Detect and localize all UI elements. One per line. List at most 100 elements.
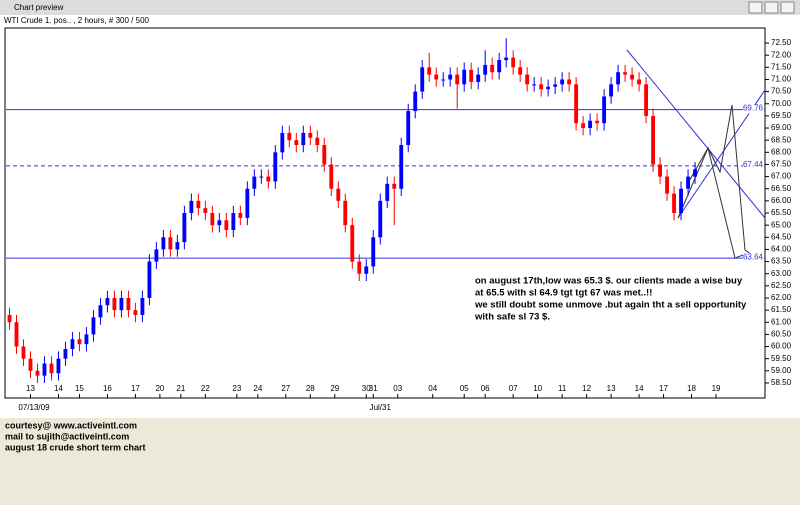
candle-body [210,213,215,226]
x-tick-label: 18 [687,384,696,393]
close-button[interactable] [780,1,795,14]
candle-body [315,137,320,146]
y-tick-label: 72.00 [771,50,792,59]
candle-body [287,132,292,141]
candle-body [616,72,621,85]
candle-body [525,74,530,85]
candle-body [203,208,208,214]
candle-body [217,220,222,226]
minimize-button[interactable] [748,1,763,14]
x-tick-label: 31 [369,384,378,393]
candle-body [413,91,418,112]
x-major-label: Jul/31 [370,403,392,412]
candle-body [98,305,103,318]
annotation-line: at 65.5 with sl 64.9 tgt tgt 67 was met.… [475,288,652,299]
maximize-button[interactable] [764,1,779,14]
candle-body [679,188,683,214]
x-tick-label: 13 [26,384,35,393]
chart-title: WTI Crude 1. pos.. , 2 hours, # 300 / 50… [4,16,150,25]
candle-body [532,84,537,86]
candle-body [553,84,558,87]
y-tick-label: 65.50 [771,208,792,217]
x-tick-label: 12 [582,384,591,393]
candle-body [259,176,264,178]
candle-body [651,115,655,165]
candle-body [406,111,411,146]
candle-body [665,176,669,194]
candle-body [672,193,676,214]
candle-body [329,164,334,189]
candle-body [168,237,173,250]
candle-body [420,67,425,92]
x-tick-label: 11 [558,384,567,393]
x-tick-label: 30 [362,384,371,393]
x-tick-label: 17 [659,384,668,393]
level-label-bg [743,104,764,114]
candle-body [434,74,439,80]
candle-body [518,67,523,75]
candle-body [581,123,586,129]
annotation-line: we still doubt some unmove .but again th… [474,300,747,311]
candle-body [28,358,33,371]
candle-body [308,132,313,138]
candle-body [448,74,453,80]
candle-body [357,261,362,274]
candle-body [105,297,110,306]
level-label: 67.44 [743,160,764,169]
y-tick-label: 68.50 [771,135,792,144]
trend-line [626,49,766,219]
level-label-bg [743,160,764,170]
chart-area [0,15,800,418]
candle-body [70,339,75,349]
x-tick-label: 14 [54,384,63,393]
x-tick-label: 24 [253,384,262,393]
candle-body [301,132,306,146]
x-tick-label: 13 [607,384,616,393]
y-tick-label: 71.50 [771,62,792,71]
candle-body [630,74,635,80]
y-tick-label: 62.50 [771,281,792,290]
candle-body [238,213,243,218]
candle-body [399,145,404,189]
candle-body [427,67,432,75]
candle-body [245,188,250,218]
candle-body [609,84,614,97]
y-tick-label: 72.50 [771,38,792,47]
annotation-line: with safe sl 73 $. [474,312,550,323]
level-label-bg [743,253,764,263]
candle-body [252,176,257,189]
y-tick-label: 70.50 [771,87,792,96]
candle-body [196,200,201,209]
footer-line: august 18 crude short term chart [5,442,146,452]
x-tick-label: 15 [75,384,84,393]
x-tick-label: 17 [131,384,140,393]
candle-body [112,297,117,311]
y-tick-label: 58.50 [771,378,792,387]
candle-body [469,69,474,82]
x-tick-label: 22 [201,384,210,393]
candle-body [371,237,376,267]
candle-body [350,225,355,262]
candle-body [224,220,229,230]
candle-body [126,297,131,311]
y-tick-label: 63.50 [771,257,792,266]
candle-body [546,86,551,90]
y-tick-label: 64.00 [771,245,792,254]
candle-body [378,200,383,238]
candle-body [133,310,138,315]
x-tick-label: 05 [460,384,469,393]
candle-body [7,314,12,323]
y-tick-label: 67.00 [771,172,792,181]
candle-body [392,183,397,189]
x-tick-label: 14 [635,384,644,393]
projection-line [677,104,753,256]
y-tick-label: 59.00 [771,366,792,375]
x-tick-label: 06 [481,384,490,393]
candle-body [56,358,61,374]
candle-body [189,200,194,214]
y-tick-label: 60.50 [771,330,792,339]
candle-body [182,213,187,243]
candle-body [336,188,341,201]
x-tick-label: 19 [712,384,721,393]
candle-body [462,69,467,85]
